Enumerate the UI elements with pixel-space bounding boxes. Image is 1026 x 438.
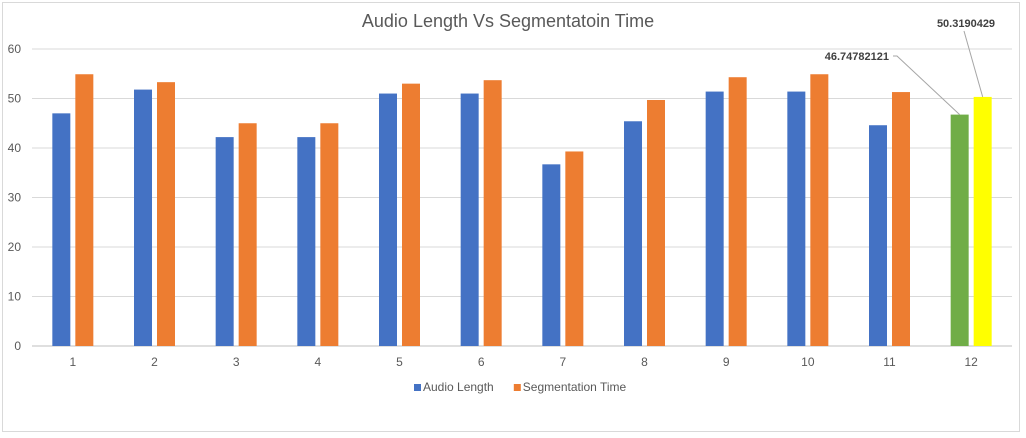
- x-tick-label: 6: [478, 355, 485, 369]
- y-tick-label: 60: [8, 42, 22, 56]
- bar-audio-length: [542, 164, 561, 346]
- bar-audio-length: [297, 137, 316, 346]
- bar-audio-length: [215, 137, 234, 346]
- bar-segmentation-time: [75, 74, 94, 347]
- y-tick-label: 30: [8, 191, 22, 205]
- bar-segmentation-time: [320, 123, 339, 346]
- data-label: 50.3190429: [937, 18, 995, 30]
- y-tick-label: 0: [14, 339, 21, 353]
- bar-segmentation-time: [402, 83, 420, 347]
- legend-label: Audio Length: [423, 380, 494, 394]
- data-labels: 46.74782121 50.3190429: [825, 18, 995, 115]
- bar-audio-length: [52, 113, 71, 346]
- x-tick-label: 5: [396, 355, 403, 369]
- chart-title: Audio Length Vs Segmentatoin Time: [362, 11, 654, 31]
- bar-audio-length: [705, 91, 724, 346]
- x-tick-label: 9: [723, 355, 730, 369]
- bar-segmentation-time: [647, 99, 665, 346]
- bar-segmentation-time: [892, 92, 910, 346]
- legend-swatch: [414, 384, 421, 391]
- y-tick-label: 20: [8, 240, 22, 254]
- y-tick-label: 40: [8, 141, 22, 155]
- x-tick-label: 11: [883, 355, 896, 369]
- bars: [52, 74, 992, 347]
- bar-audio-length: [787, 91, 806, 346]
- x-tick-label: 12: [964, 355, 978, 369]
- y-tick-label: 10: [8, 290, 22, 304]
- legend: Audio Length Segmentation Time: [414, 380, 627, 394]
- x-tick-label: 8: [641, 355, 648, 369]
- x-axis-ticks: 1 2 3 4 5 6 7 8 9 10 11 12: [69, 355, 978, 369]
- x-tick-label: 2: [151, 355, 158, 369]
- x-tick-label: 4: [314, 355, 321, 369]
- legend-label: Segmentation Time: [523, 380, 627, 394]
- data-label: 46.74782121: [825, 51, 889, 63]
- x-tick-label: 1: [69, 355, 76, 369]
- leader-line: [963, 30, 984, 98]
- bar-segmentation-time: [810, 74, 829, 347]
- bar-audio-length: [460, 93, 479, 346]
- y-tick-label: 50: [8, 92, 22, 106]
- legend-swatch: [513, 384, 521, 391]
- x-tick-label: 10: [801, 355, 815, 369]
- gridlines: [32, 48, 1012, 347]
- x-tick-label: 3: [233, 355, 240, 369]
- bar-audio-length: [379, 93, 397, 346]
- bar-audio-length: [950, 114, 969, 346]
- bar-segmentation-time: [565, 151, 584, 346]
- bar-segmentation-time: [238, 123, 257, 346]
- bar-audio-length: [134, 89, 152, 346]
- leader-line: [893, 55, 961, 115]
- bar-audio-length: [869, 125, 887, 346]
- bar-audio-length: [624, 121, 642, 347]
- bar-segmentation-time: [483, 80, 502, 346]
- bar-segmentation-time: [973, 96, 992, 346]
- x-tick-label: 7: [559, 355, 566, 369]
- bar-segmentation-time: [728, 77, 747, 346]
- y-axis-ticks: 0 10 20 30 40 50 60: [8, 42, 22, 353]
- bar-segmentation-time: [157, 82, 175, 346]
